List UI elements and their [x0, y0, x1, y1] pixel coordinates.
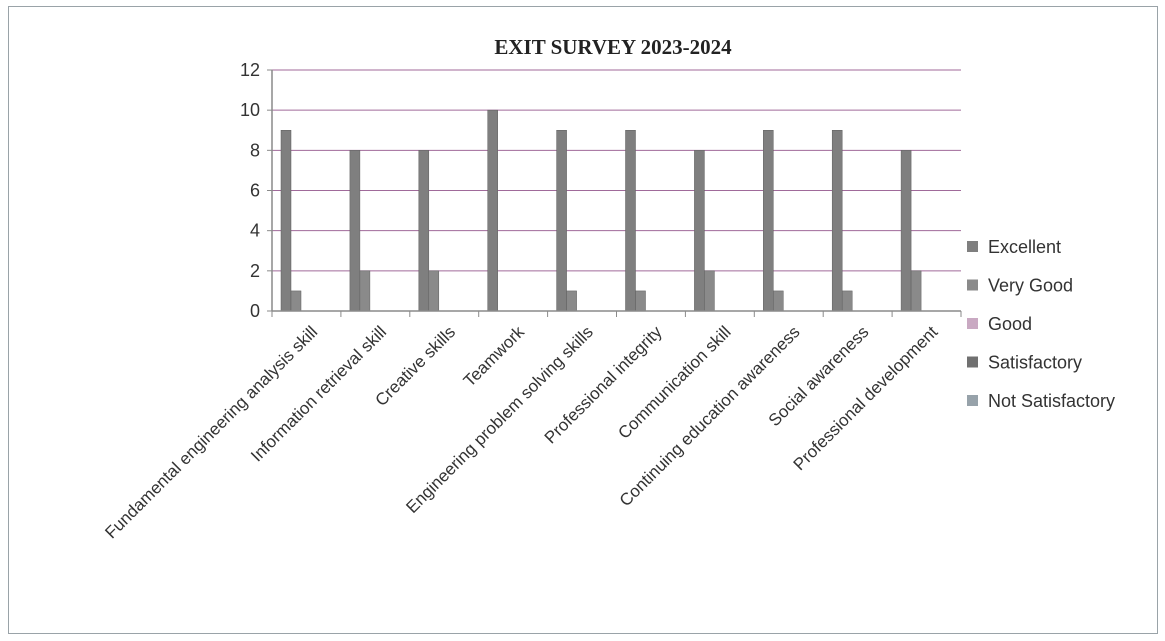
legend: Excellent Very Good Good Satisfactory Not Sa…: [967, 237, 1115, 411]
x-category-label: Professional integrity: [541, 322, 666, 447]
y-axis-ticks: 0 2 4 6 8 10 12: [240, 60, 272, 321]
bar-excellent: [418, 150, 430, 312]
y-tick-label: 4: [250, 221, 260, 241]
legend-label: Excellent: [988, 237, 1061, 257]
y-tick-label: 2: [250, 261, 260, 281]
legend-swatch: [967, 241, 978, 252]
legend-label: Very Good: [988, 276, 1073, 296]
bar-very-good: [635, 290, 646, 312]
x-category-label: Teamwork: [460, 322, 529, 391]
bar-very-good: [566, 290, 577, 312]
legend-label: Satisfactory: [988, 353, 1082, 373]
y-tick-label: 0: [250, 301, 260, 321]
bar-excellent: [763, 130, 774, 312]
chart-title: EXIT SURVEY 2023-2024: [494, 35, 732, 59]
y-tick-label: 12: [240, 60, 260, 80]
bar-very-good: [841, 290, 853, 312]
bars: [280, 109, 922, 312]
x-category-label: Professional development: [790, 322, 942, 474]
bar-excellent: [556, 130, 567, 312]
bar-excellent: [831, 130, 843, 312]
legend-label: Not Satisfactory: [988, 391, 1115, 411]
bar-excellent: [625, 130, 636, 312]
bar-excellent: [487, 109, 498, 312]
y-tick-label: 10: [240, 100, 260, 120]
bar-very-good: [773, 290, 784, 312]
bar-very-good: [359, 270, 371, 312]
bar-excellent: [694, 150, 705, 312]
axes: [271, 70, 962, 317]
bar-very-good: [704, 270, 715, 312]
legend-swatch: [967, 395, 978, 406]
bar-very-good: [428, 270, 440, 312]
x-category-label: Communication skill: [614, 322, 734, 442]
bar-very-good: [910, 270, 922, 312]
legend-swatch: [967, 279, 978, 291]
bar-excellent: [280, 130, 292, 312]
legend-swatch: [967, 356, 978, 368]
bar-excellent: [900, 150, 912, 312]
legend-label: Good: [988, 314, 1032, 334]
y-tick-label: 8: [250, 140, 260, 160]
gridlines: [272, 69, 961, 272]
x-axis-labels: Fundamental engineering analysis skillIn…: [101, 322, 941, 542]
bar-excellent: [349, 150, 361, 312]
bar-very-good: [290, 290, 302, 312]
legend-swatch: [967, 318, 978, 329]
y-tick-label: 6: [250, 181, 260, 201]
x-category-label: Information retrieval skill: [247, 322, 390, 465]
